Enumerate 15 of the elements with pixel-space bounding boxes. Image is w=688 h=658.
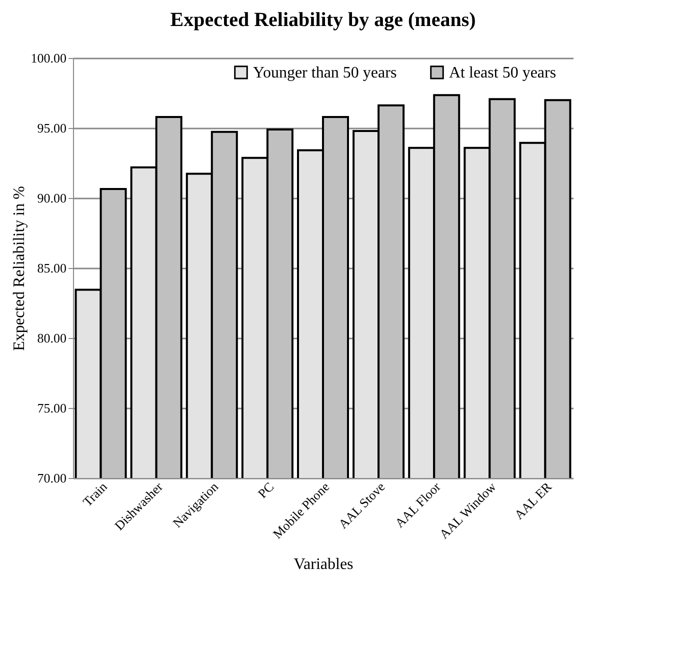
x-tick-label: PC (254, 479, 277, 501)
chart-title: Expected Reliability by age (means) (170, 9, 476, 31)
y-tick-label: 95.00 (37, 120, 66, 136)
y-tick-label: 100.00 (30, 50, 66, 66)
y-tick-label: 85.00 (37, 260, 66, 276)
legend-label: At least 50 years (449, 64, 556, 82)
y-tick-label: 80.00 (37, 330, 66, 346)
y-tick-label: 70.00 (37, 470, 66, 486)
x-tick-label: Train (80, 478, 110, 510)
y-tick-label: 75.00 (37, 400, 66, 416)
y-tick-label: 90.00 (37, 190, 66, 206)
x-axis-title: Variables (294, 556, 354, 574)
x-tick-label: AAL ER (511, 478, 555, 522)
y-axis-title: Expected Reliability in % (10, 186, 28, 351)
legend-label: Younger than 50 years (253, 64, 397, 82)
